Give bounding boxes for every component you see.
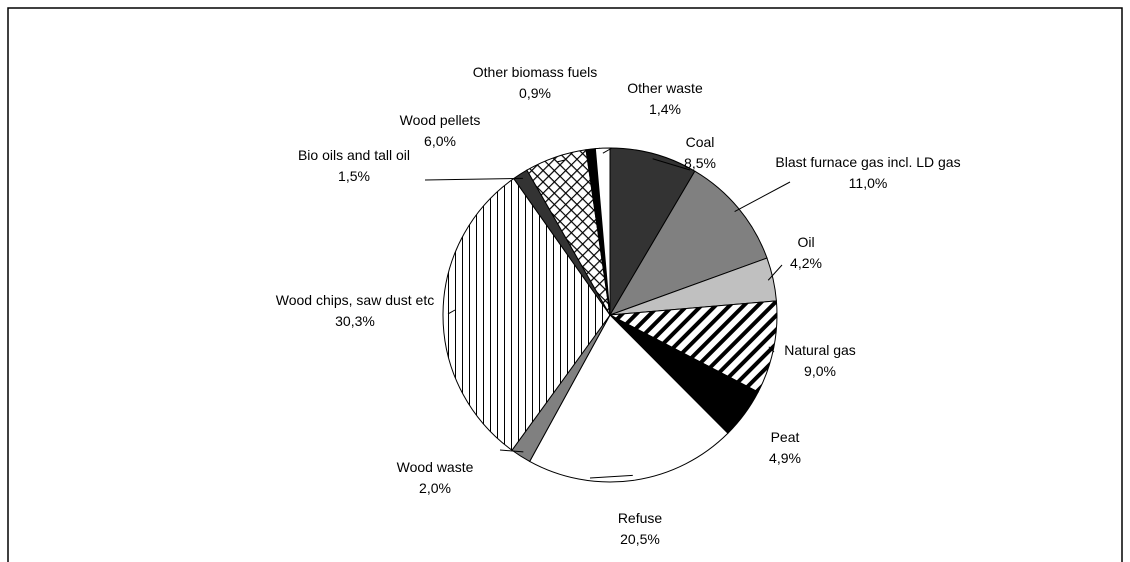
value-label: 1,4% xyxy=(649,101,681,117)
leader-line xyxy=(734,181,791,212)
leader-line xyxy=(447,309,456,315)
leader-line xyxy=(739,410,742,421)
value-label: 2,0% xyxy=(419,480,451,496)
value-label: 4,9% xyxy=(769,450,801,466)
slice-label: Oil 4,2% xyxy=(776,232,836,274)
category: Other waste xyxy=(627,80,703,96)
category: Wood chips, saw dust etc xyxy=(275,292,435,308)
category: Wood waste xyxy=(396,459,474,475)
slice-label: Peat 4,9% xyxy=(755,427,815,469)
category: Wood pellets xyxy=(399,112,481,128)
value-label: 30,3% xyxy=(335,313,375,329)
slice-label: Wood pellets 6,0% xyxy=(380,110,500,152)
leader-line xyxy=(499,449,524,453)
frame xyxy=(7,7,1123,562)
category: Refuse xyxy=(617,510,663,526)
category: Other biomass fuels xyxy=(472,64,598,80)
value-label: 1,5% xyxy=(338,168,370,184)
leader-line xyxy=(602,147,613,154)
slice-label: Natural gas 9,0% xyxy=(760,340,880,382)
slice-label: Refuse 20,5% xyxy=(600,508,680,550)
pie-slice xyxy=(594,147,611,316)
value-label: 20,5% xyxy=(620,531,660,547)
category: Peat xyxy=(770,429,800,445)
category: Oil xyxy=(797,234,815,250)
pie-slice xyxy=(608,300,778,393)
value-label: 6,0% xyxy=(424,133,456,149)
value-label: 11,0% xyxy=(848,175,888,191)
leader-line xyxy=(557,159,566,163)
leader-line xyxy=(589,474,633,479)
category: Bio oils and tall oil xyxy=(297,147,411,163)
leader-line xyxy=(767,264,783,281)
leader-line xyxy=(652,158,691,171)
slice-label: Wood chips, saw dust etc 30,3% xyxy=(255,290,455,332)
slice-label: Other biomass fuels 0,9% xyxy=(455,62,615,104)
value-label: 8,5% xyxy=(684,155,716,171)
category: Blast furnace gas incl. LD gas xyxy=(775,154,961,170)
leader-line xyxy=(768,346,775,353)
pie-slice xyxy=(442,177,611,451)
pie-slice xyxy=(529,314,729,483)
category: Natural gas xyxy=(784,342,856,358)
slice-label: Bio oils and tall oil 1,5% xyxy=(274,145,434,187)
value-label: 4,2% xyxy=(790,255,822,271)
value-label: 9,0% xyxy=(804,363,836,379)
value-label: 0,9% xyxy=(519,85,551,101)
category: Coal xyxy=(685,134,715,150)
slice-label: Coal 8,5% xyxy=(660,132,740,174)
pie-slice xyxy=(608,170,768,316)
slice-label: Blast furnace gas incl. LD gas 11,0% xyxy=(758,152,978,194)
slice-label: Other waste 1,4% xyxy=(615,78,715,120)
leader-line xyxy=(424,177,523,181)
slice-label: Wood waste 2,0% xyxy=(385,457,485,499)
